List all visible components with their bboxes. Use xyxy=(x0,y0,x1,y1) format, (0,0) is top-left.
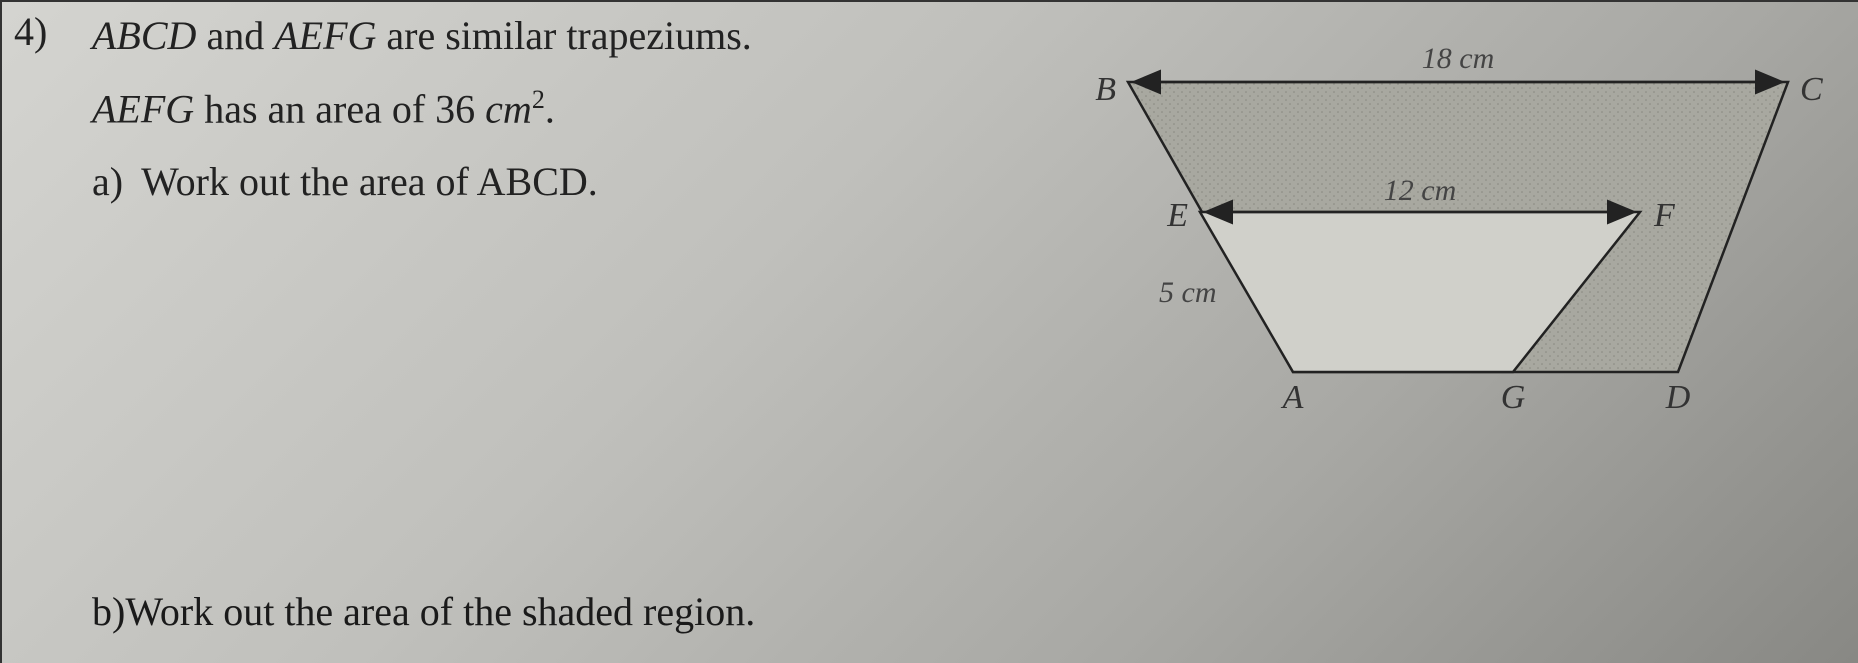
trapezium-diagram: 18 cm 12 cm 5 cm B C E F A G D xyxy=(1068,42,1828,422)
part-a-text1: Work out the area of xyxy=(141,159,477,204)
diagram-svg: 18 cm 12 cm 5 cm B C E F A G D xyxy=(1068,42,1828,422)
line-1: ABCD and AEFG are similar trapeziums. xyxy=(92,12,812,59)
unit-cm: cm xyxy=(485,86,532,131)
part-a: a) Work out the area of ABCD. xyxy=(92,158,812,205)
vertex-c: C xyxy=(1800,71,1823,108)
line2-period: . xyxy=(545,86,555,131)
line1-tail: are similar trapeziums. xyxy=(376,13,751,58)
part-a-abcd: ABCD xyxy=(477,159,588,204)
abcd-label: ABCD xyxy=(92,13,196,58)
part-b-letter: b) xyxy=(92,589,125,634)
line-2: AEFG has an area of 36 cm2. xyxy=(92,85,812,132)
unit-exp: 2 xyxy=(532,85,545,114)
ef-dimension-label: 12 cm xyxy=(1384,174,1456,207)
part-a-letter: a) xyxy=(92,159,123,204)
vertex-e: E xyxy=(1166,197,1188,234)
vertex-a: A xyxy=(1281,379,1304,416)
worksheet-page: 4) ABCD and AEFG are similar trapeziums.… xyxy=(0,0,1858,663)
vertex-f: F xyxy=(1653,197,1676,234)
part-a-period: . xyxy=(588,159,598,204)
vertex-d: D xyxy=(1665,379,1691,416)
vertex-b: B xyxy=(1095,71,1116,108)
question-number: 4) xyxy=(14,8,47,55)
ae-dimension-label: 5 cm xyxy=(1159,276,1216,309)
vertex-g: G xyxy=(1501,379,1526,416)
line2-mid: has an area of 36 xyxy=(194,86,485,131)
question-text: ABCD and AEFG are similar trapeziums. AE… xyxy=(92,12,812,205)
bc-dimension-label: 18 cm xyxy=(1422,42,1494,75)
part-b-text: Work out the area of the shaded region. xyxy=(125,589,755,634)
line1-and: and xyxy=(196,13,274,58)
aefg-label: AEFG xyxy=(274,13,376,58)
aefg-label-2: AEFG xyxy=(92,86,194,131)
part-b: b)Work out the area of the shaded region… xyxy=(92,588,755,635)
